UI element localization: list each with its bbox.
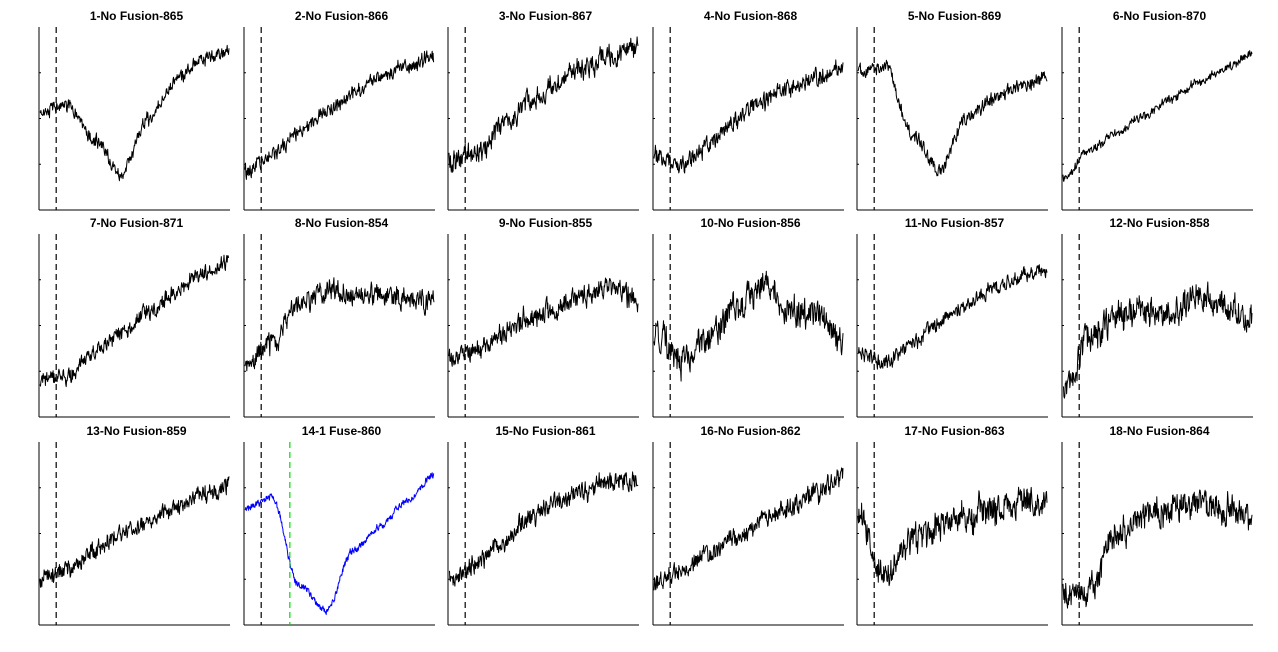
subplot-13: 13-No Fusion-859 — [38, 424, 230, 626]
series-trace — [1062, 281, 1253, 399]
subplot-10: 10-No Fusion-856 — [652, 216, 844, 418]
series-trace — [449, 471, 639, 587]
series-trace — [857, 486, 1048, 587]
subplot-16: 16-No Fusion-862 — [652, 424, 844, 626]
subplot-7: 7-No Fusion-871 — [38, 216, 230, 418]
series-trace — [1062, 489, 1253, 609]
series-trace — [244, 50, 435, 180]
subplot-title: 11-No Fusion-857 — [905, 216, 1005, 230]
subplot-title: 5-No Fusion-869 — [908, 9, 1002, 23]
subplot-title: 13-No Fusion-859 — [86, 424, 186, 438]
series-trace — [448, 36, 639, 173]
subplot-title: 3-No Fusion-867 — [499, 9, 593, 23]
subplot-title: 14-1 Fuse-860 — [302, 424, 382, 438]
subplot-1: 1-No Fusion-865 — [38, 9, 230, 211]
subplot-14: 14-1 Fuse-860 — [243, 424, 435, 626]
subplot-title: 10-No Fusion-856 — [700, 216, 800, 230]
subplot-title: 17-No Fusion-863 — [904, 424, 1004, 438]
series-trace — [653, 270, 844, 382]
subplot-9: 9-No Fusion-855 — [447, 216, 639, 418]
subplot-title: 18-No Fusion-864 — [1109, 424, 1209, 438]
subplot-title: 4-No Fusion-868 — [704, 9, 798, 23]
subplot-title: 9-No Fusion-855 — [499, 216, 593, 230]
subplot-title: 6-No Fusion-870 — [1113, 9, 1207, 23]
series-trace — [244, 277, 435, 372]
series-trace — [653, 59, 844, 174]
subplot-title: 1-No Fusion-865 — [90, 9, 184, 23]
subplot-title: 16-No Fusion-862 — [700, 424, 800, 438]
subplot-15: 15-No Fusion-861 — [447, 424, 639, 626]
subplot-18: 18-No Fusion-864 — [1061, 424, 1253, 626]
subplot-6: 6-No Fusion-870 — [1061, 9, 1253, 211]
subplot-title: 2-No Fusion-866 — [295, 9, 389, 23]
series-trace — [653, 467, 844, 591]
subplot-title: 12-No Fusion-858 — [1109, 216, 1209, 230]
series-trace — [39, 254, 230, 388]
series-trace — [857, 264, 1048, 370]
subplot-title: 15-No Fusion-861 — [495, 424, 595, 438]
series-trace — [448, 277, 639, 367]
subplot-5: 5-No Fusion-869 — [856, 9, 1048, 211]
series-trace — [39, 476, 230, 588]
series-trace — [857, 59, 1048, 177]
subplot-title: 8-No Fusion-854 — [295, 216, 389, 230]
subplot-2: 2-No Fusion-866 — [243, 9, 435, 211]
subplot-12: 12-No Fusion-858 — [1061, 216, 1253, 418]
subplot-4: 4-No Fusion-868 — [652, 9, 844, 211]
series-trace — [244, 472, 435, 616]
series-trace — [1062, 50, 1253, 182]
subplot-17: 17-No Fusion-863 — [856, 424, 1048, 626]
series-trace — [39, 44, 230, 182]
subplot-title: 7-No Fusion-871 — [90, 216, 184, 230]
subplot-11: 11-No Fusion-857 — [856, 216, 1048, 418]
subplot-3: 3-No Fusion-867 — [447, 9, 639, 211]
subplot-8: 8-No Fusion-854 — [243, 216, 435, 418]
